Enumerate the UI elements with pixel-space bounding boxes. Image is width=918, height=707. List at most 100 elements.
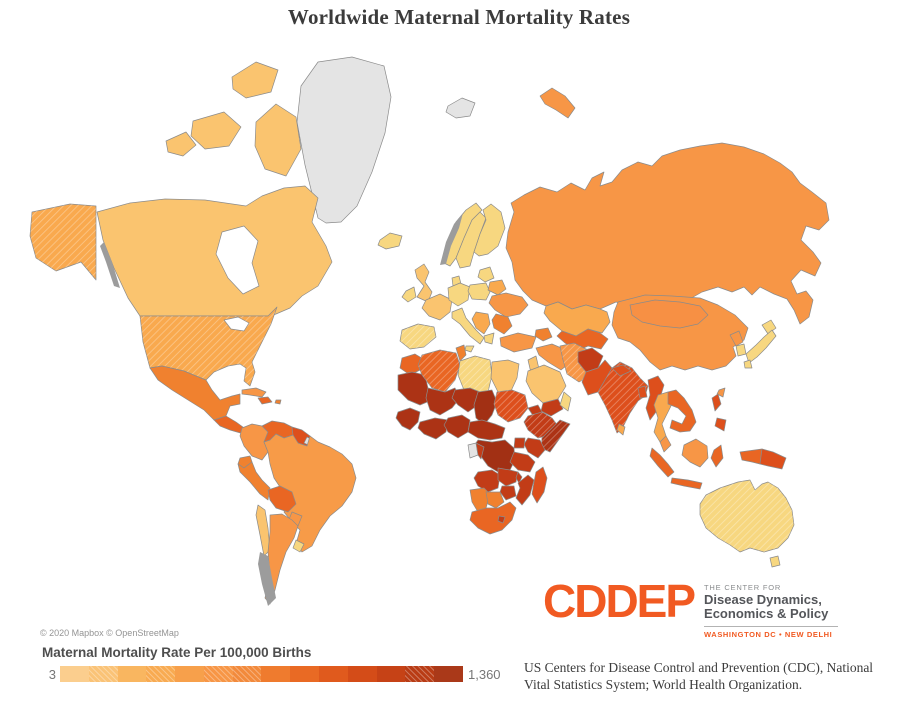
logo-name-line2: Economics & Policy bbox=[704, 606, 829, 622]
north_korea-region[interactable] bbox=[729, 330, 744, 347]
senegal_guinea-region[interactable] bbox=[395, 407, 421, 431]
uk-region[interactable] bbox=[414, 263, 433, 303]
canada-region[interactable] bbox=[96, 185, 333, 317]
chad-region[interactable] bbox=[473, 389, 498, 426]
sumatra-region[interactable] bbox=[649, 447, 675, 478]
belarus-region[interactable] bbox=[487, 279, 507, 296]
lesotho-region[interactable] bbox=[497, 515, 506, 524]
map-attribution[interactable]: © 2020 Mapbox © OpenStreetMap bbox=[40, 628, 179, 638]
sulawesi-region[interactable] bbox=[710, 444, 724, 468]
baltics-region[interactable] bbox=[477, 266, 495, 283]
papua_new_guinea-region[interactable] bbox=[759, 448, 787, 470]
alaska-region[interactable] bbox=[29, 203, 97, 281]
bolivia-region[interactable] bbox=[267, 485, 297, 513]
mali-region[interactable] bbox=[425, 387, 461, 416]
uruguay-region[interactable] bbox=[292, 539, 305, 553]
mongolia-region[interactable] bbox=[629, 299, 709, 329]
ukraine-region[interactable] bbox=[488, 292, 529, 318]
logo-tagline: THE CENTER FOR bbox=[704, 583, 782, 592]
angola-region[interactable] bbox=[473, 469, 501, 493]
central_europe-region[interactable] bbox=[447, 282, 471, 307]
sudan-region[interactable] bbox=[493, 389, 529, 423]
egypt-region[interactable] bbox=[490, 359, 520, 393]
legend-step-12 bbox=[376, 666, 406, 682]
congo-region[interactable] bbox=[475, 442, 485, 460]
zambia-region[interactable] bbox=[497, 467, 519, 487]
legend: Maternal Mortality Rate Per 100,000 Birt… bbox=[42, 645, 522, 682]
novaya_zemlya-region[interactable] bbox=[539, 87, 576, 119]
tanzania-region[interactable] bbox=[509, 451, 536, 473]
japan_honshu-region[interactable] bbox=[745, 329, 777, 364]
romania_bulgaria-region[interactable] bbox=[491, 313, 513, 335]
hispaniola-region[interactable] bbox=[257, 396, 273, 405]
puerto_rico-region[interactable] bbox=[274, 399, 282, 405]
peru-region[interactable] bbox=[237, 461, 271, 501]
legend-step-4 bbox=[146, 666, 176, 682]
source-note: US Centers for Disease Control and Preve… bbox=[524, 659, 916, 694]
turkey-region[interactable] bbox=[499, 332, 537, 353]
source-line1: US Centers for Disease Control and Preve… bbox=[524, 660, 874, 675]
taiwan-region[interactable] bbox=[716, 387, 726, 398]
uganda-region[interactable] bbox=[513, 437, 526, 449]
sweden-region[interactable] bbox=[455, 211, 487, 269]
sicily-region[interactable] bbox=[464, 345, 475, 353]
page-title: Worldwide Maternal Mortality Rates bbox=[287, 5, 631, 29]
canada_arctic_ellesmere-region[interactable] bbox=[231, 61, 279, 99]
legend-step-7 bbox=[232, 666, 262, 682]
finland-region[interactable] bbox=[473, 203, 506, 257]
west_africa_coast-region[interactable] bbox=[417, 417, 449, 440]
saudi_arabia-region[interactable] bbox=[525, 364, 567, 404]
greece-region[interactable] bbox=[483, 332, 495, 345]
caucasus-region[interactable] bbox=[534, 327, 553, 342]
legend-step-3 bbox=[117, 666, 147, 682]
botswana-region[interactable] bbox=[485, 491, 505, 509]
south_korea-region[interactable] bbox=[735, 343, 747, 357]
poland-region[interactable] bbox=[467, 282, 491, 301]
nepal-region[interactable] bbox=[611, 364, 632, 377]
mozambique-region[interactable] bbox=[515, 474, 535, 506]
legend-color-ramp[interactable] bbox=[60, 666, 463, 682]
ireland-region[interactable] bbox=[401, 286, 417, 303]
nigeria-region[interactable] bbox=[443, 414, 471, 439]
greenland-region[interactable] bbox=[296, 56, 392, 224]
philippines_luzon-region[interactable] bbox=[711, 393, 722, 412]
legend-step-5 bbox=[175, 666, 204, 682]
australia-region[interactable] bbox=[699, 479, 795, 553]
west_new_guinea-region[interactable] bbox=[739, 448, 763, 465]
canada_arctic_victoria-region[interactable] bbox=[190, 111, 242, 150]
mexico-region[interactable] bbox=[149, 365, 241, 421]
sri_lanka-region[interactable] bbox=[616, 423, 626, 436]
bangladesh-region[interactable] bbox=[637, 385, 648, 399]
balkans-region[interactable] bbox=[471, 311, 491, 335]
argentina-region[interactable] bbox=[264, 513, 299, 605]
iberia-region[interactable] bbox=[399, 323, 437, 350]
logo-locations: WASHINGTON DC • NEW DELHI bbox=[704, 629, 833, 639]
iceland-region[interactable] bbox=[377, 232, 403, 250]
cddep-logo: CDDEP THE CENTER FOR Disease Dynamics, E… bbox=[543, 578, 839, 639]
madagascar-region[interactable] bbox=[531, 466, 548, 504]
south_africa-region[interactable] bbox=[469, 501, 517, 535]
niger-region[interactable] bbox=[451, 387, 481, 413]
japan_kyushu-region[interactable] bbox=[743, 359, 753, 369]
oman-region[interactable] bbox=[559, 391, 572, 412]
zimbabwe-region[interactable] bbox=[499, 485, 517, 501]
java-region[interactable] bbox=[670, 477, 703, 490]
canada_arctic_baffin-region[interactable] bbox=[254, 103, 302, 177]
norway_fjords-texture bbox=[440, 213, 463, 265]
france-region[interactable] bbox=[421, 293, 453, 321]
philippines_mindanao-region[interactable] bbox=[714, 417, 727, 432]
vietnam_laos_cambodia-region[interactable] bbox=[667, 389, 697, 433]
japan_hokkaido-region[interactable] bbox=[761, 319, 777, 335]
malaysia-region[interactable] bbox=[659, 435, 672, 453]
tasmania-region[interactable] bbox=[769, 555, 781, 568]
svalbard-region[interactable] bbox=[445, 97, 476, 119]
cameroon_car-region[interactable] bbox=[467, 419, 506, 441]
cuba-region[interactable] bbox=[241, 387, 267, 398]
canada_arctic_banks-region[interactable] bbox=[165, 131, 197, 157]
chile-region[interactable] bbox=[255, 504, 271, 557]
legend-step-14 bbox=[434, 666, 463, 682]
kazakhstan-region[interactable] bbox=[543, 301, 611, 337]
borneo-region[interactable] bbox=[681, 438, 709, 468]
italy-region[interactable] bbox=[451, 307, 485, 345]
